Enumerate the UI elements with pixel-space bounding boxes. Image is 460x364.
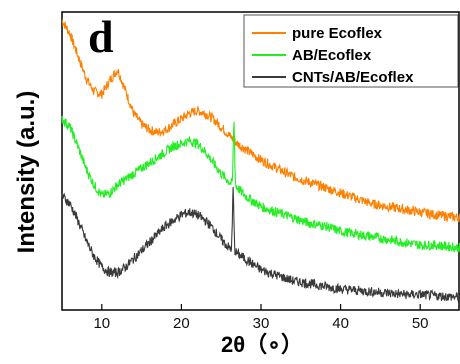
- legend-label: CNTs/AB/Ecoflex: [292, 69, 414, 86]
- panel-label: d: [88, 11, 114, 62]
- x-tick-label: 10: [93, 315, 110, 332]
- y-axis-label: Intensity (a.u.): [13, 91, 40, 254]
- plot-area: 10 20 30 40 50: [61, 11, 460, 332]
- legend-box: [243, 14, 459, 88]
- legend-label: pure Ecoflex: [292, 25, 383, 42]
- x-axis-label: 2θ（∘）: [221, 332, 303, 357]
- series-line-1: [61, 115, 460, 253]
- x-tick-label: 20: [173, 315, 190, 332]
- legend-label: AB/Ecoflex: [292, 47, 372, 64]
- x-tick-label: 30: [253, 315, 270, 332]
- series-layer: [61, 19, 460, 303]
- x-tick-label: 40: [332, 315, 349, 332]
- legend: pure Ecoflex AB/Ecoflex CNTs/AB/Ecoflex: [243, 14, 459, 88]
- x-tick-label: 50: [412, 315, 429, 332]
- series-line-2: [61, 186, 460, 303]
- series-line-0: [61, 19, 460, 223]
- x-ticks: 10 20 30 40 50: [93, 304, 429, 332]
